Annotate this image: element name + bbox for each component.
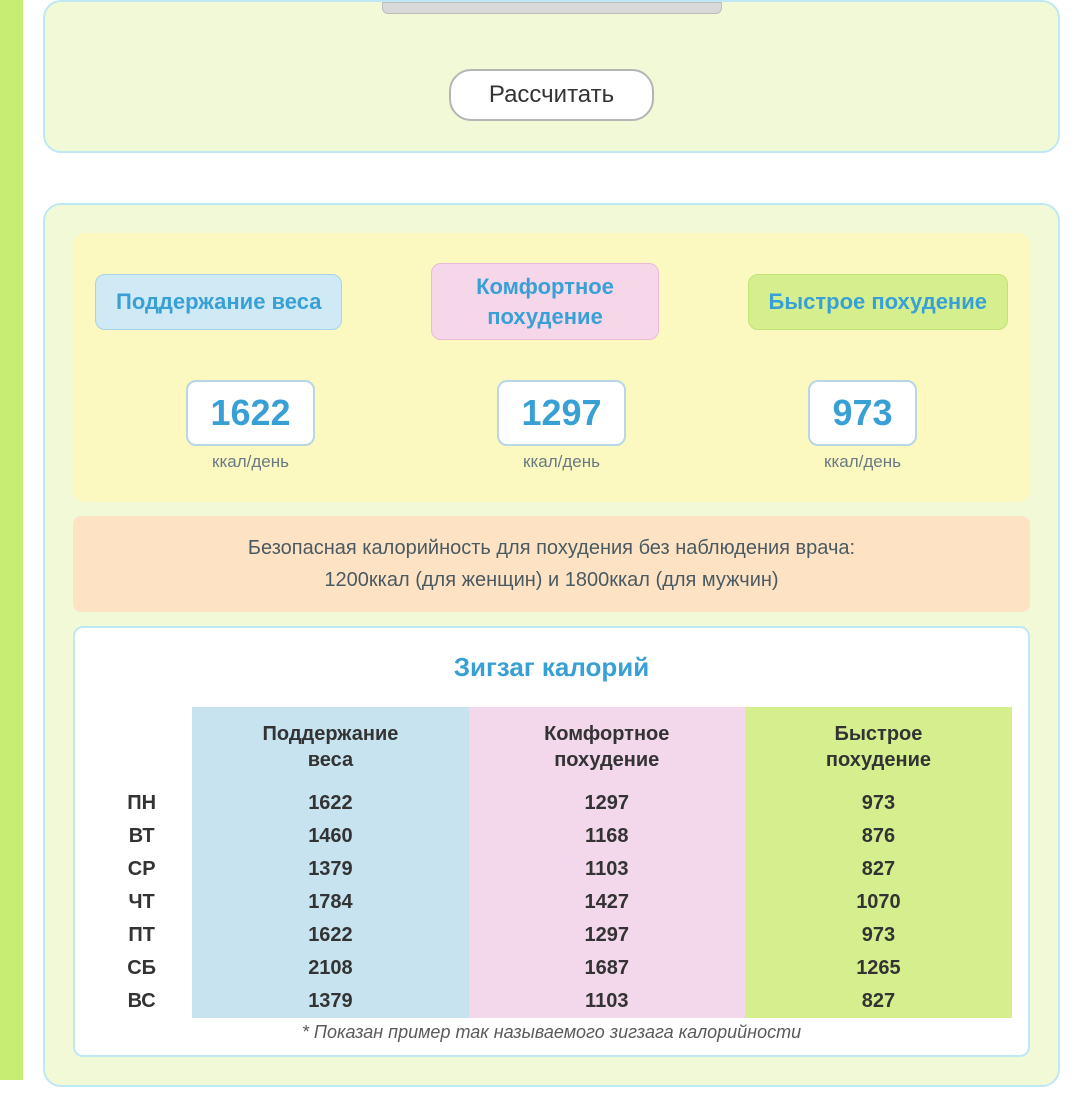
table-row: ВТ14601168876 (91, 820, 1012, 853)
calorie-summary: Поддержание веса Комфортное похудение Бы… (73, 233, 1030, 502)
page-accent-stripe (0, 0, 23, 1080)
cell-maintain: 1460 (192, 820, 468, 853)
cell-fast: 973 (745, 787, 1012, 820)
cell-maintain: 1379 (192, 985, 468, 1018)
table-row: ПТ16221297973 (91, 919, 1012, 952)
table-row: СР13791103827 (91, 853, 1012, 886)
cell-comfort: 1168 (469, 820, 745, 853)
value-unit: ккал/день (186, 452, 314, 472)
header-maintain-l2: веса (308, 749, 353, 771)
form-field-bottom[interactable] (382, 2, 722, 14)
header-comfort: Комфортное похудение (469, 707, 745, 787)
cell-comfort: 1687 (469, 952, 745, 985)
value-comfort: 1297 (497, 380, 625, 446)
cell-fast: 876 (745, 820, 1012, 853)
main-content: Рассчитать Поддержание веса Комфортное п… (23, 0, 1080, 1107)
value-group-fast: 973 ккал/день (808, 380, 916, 472)
cell-comfort: 1103 (469, 853, 745, 886)
table-row: ПН16221297973 (91, 787, 1012, 820)
value-fast: 973 (808, 380, 916, 446)
value-unit: ккал/день (497, 452, 625, 472)
form-input-row (85, 2, 1018, 14)
zigzag-footnote: * Показан пример так называемого зигзага… (91, 1022, 1012, 1043)
cell-day: СБ (91, 952, 192, 985)
header-fast: Быстрое похудение (745, 707, 1012, 787)
zigzag-title: Зигзаг калорий (91, 652, 1012, 683)
mode-label-comfort-line2: похудение (487, 304, 603, 329)
header-maintain-l1: Поддержание (263, 723, 399, 745)
cell-day: ПТ (91, 919, 192, 952)
cell-comfort: 1297 (469, 919, 745, 952)
header-fast-l1: Быстрое (834, 723, 922, 745)
header-comfort-l1: Комфортное (544, 723, 669, 745)
cell-comfort: 1297 (469, 787, 745, 820)
mode-label-maintain: Поддержание веса (95, 274, 342, 330)
value-maintain: 1622 (186, 380, 314, 446)
safety-note-line2: 1200ккал (для женщин) и 1800ккал (для му… (324, 569, 778, 591)
table-row: ЧТ178414271070 (91, 886, 1012, 919)
header-comfort-l2: похудение (554, 749, 659, 771)
cell-fast: 1070 (745, 886, 1012, 919)
value-group-comfort: 1297 ккал/день (497, 380, 625, 472)
calculator-form-panel: Рассчитать (43, 0, 1060, 153)
cell-day: СР (91, 853, 192, 886)
mode-label-comfort-line1: Комфортное (476, 274, 614, 299)
cell-fast: 827 (745, 985, 1012, 1018)
mode-label-fast: Быстрое похудение (748, 274, 1008, 330)
mode-labels-row: Поддержание веса Комфортное похудение Бы… (95, 263, 1008, 340)
cell-day: ЧТ (91, 886, 192, 919)
cell-maintain: 1784 (192, 886, 468, 919)
table-header-row: Поддержание веса Комфортное похудение Бы… (91, 707, 1012, 787)
cell-day: ВС (91, 985, 192, 1018)
table-row: СБ210816871265 (91, 952, 1012, 985)
cell-fast: 973 (745, 919, 1012, 952)
value-unit: ккал/день (808, 452, 916, 472)
safety-note-line1: Безопасная калорийность для похудения бе… (248, 537, 855, 559)
safety-note: Безопасная калорийность для похудения бе… (73, 516, 1030, 612)
zigzag-table: Поддержание веса Комфортное похудение Бы… (91, 707, 1012, 1018)
header-fast-l2: похудение (826, 749, 931, 771)
header-day (91, 707, 192, 787)
cell-maintain: 2108 (192, 952, 468, 985)
zigzag-card: Зигзаг калорий Поддержание веса Комфортн… (73, 626, 1030, 1057)
value-group-maintain: 1622 ккал/день (186, 380, 314, 472)
cell-maintain: 1622 (192, 919, 468, 952)
cell-fast: 1265 (745, 952, 1012, 985)
calculate-button[interactable]: Рассчитать (449, 69, 654, 121)
cell-maintain: 1622 (192, 787, 468, 820)
mode-values-row: 1622 ккал/день 1297 ккал/день 973 ккал/д… (95, 380, 1008, 472)
header-maintain: Поддержание веса (192, 707, 468, 787)
cell-maintain: 1379 (192, 853, 468, 886)
cell-comfort: 1427 (469, 886, 745, 919)
cell-comfort: 1103 (469, 985, 745, 1018)
mode-label-comfort: Комфортное похудение (431, 263, 659, 340)
cell-day: ПН (91, 787, 192, 820)
cell-fast: 827 (745, 853, 1012, 886)
results-panel: Поддержание веса Комфортное похудение Бы… (43, 203, 1060, 1087)
cell-day: ВТ (91, 820, 192, 853)
table-row: ВС13791103827 (91, 985, 1012, 1018)
